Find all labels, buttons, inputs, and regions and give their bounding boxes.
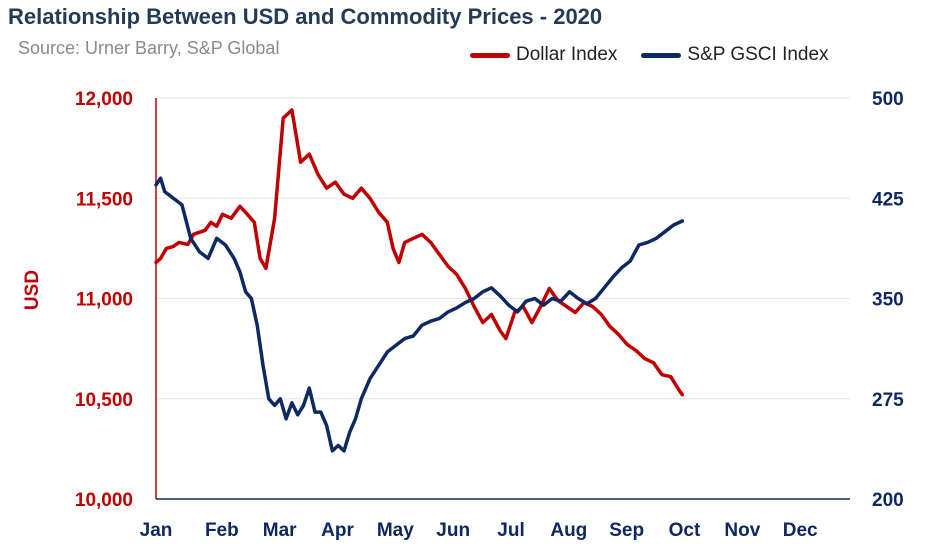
x-tick: Nov <box>724 520 760 541</box>
y-tick-right: 200 <box>872 490 904 511</box>
x-tick: Mar <box>263 520 297 541</box>
y-tick-left: 12,000 <box>75 89 133 110</box>
series-lines <box>154 108 685 453</box>
x-tick: Apr <box>321 520 354 541</box>
y-tick-right: 500 <box>872 89 904 110</box>
y-tick-left: 10,000 <box>75 490 133 511</box>
y-tick-right: 275 <box>872 390 904 411</box>
legend-label-gsci-index: S&P GSCI Index <box>687 44 829 65</box>
series-line-dollar-index <box>154 108 685 397</box>
x-tick: Aug <box>550 520 587 541</box>
series-line-gsci-index <box>154 176 685 453</box>
legend-item-dollar-index: Dollar Index <box>470 44 617 66</box>
chart-title: Relationship Between USD and Commodity P… <box>8 4 603 29</box>
x-tick: Jul <box>497 520 524 541</box>
legend-item-gsci-index: S&P GSCI Index <box>641 44 829 66</box>
x-tick: Jan <box>140 520 173 541</box>
legend-swatch-dollar-index <box>470 52 510 58</box>
y-tick-left: 10,500 <box>75 390 133 411</box>
y-tick-right: 350 <box>872 290 904 311</box>
x-tick: Jun <box>436 520 470 541</box>
x-tick: May <box>377 520 414 541</box>
axis-labels: 10,000 10,500 11,000 11,500 12,000 200 275 350 4… <box>22 89 904 541</box>
axes <box>155 98 850 500</box>
chart-legend: Dollar Index S&P GSCI Index <box>470 44 853 66</box>
x-tick: Feb <box>205 520 239 541</box>
y-tick-left: 11,500 <box>76 189 133 210</box>
x-tick: Sep <box>609 520 644 541</box>
x-tick: Oct <box>669 520 701 541</box>
y-axis-left-label: USD <box>22 270 43 310</box>
legend-swatch-gsci-index <box>641 52 682 58</box>
x-tick: Dec <box>783 520 818 541</box>
y-tick-right: 425 <box>872 189 904 210</box>
chart-subtitle: Source: Urner Barry, S&P Global <box>18 38 280 58</box>
legend-label-dollar-index: Dollar Index <box>516 44 618 65</box>
y-tick-left: 11,000 <box>76 290 133 311</box>
